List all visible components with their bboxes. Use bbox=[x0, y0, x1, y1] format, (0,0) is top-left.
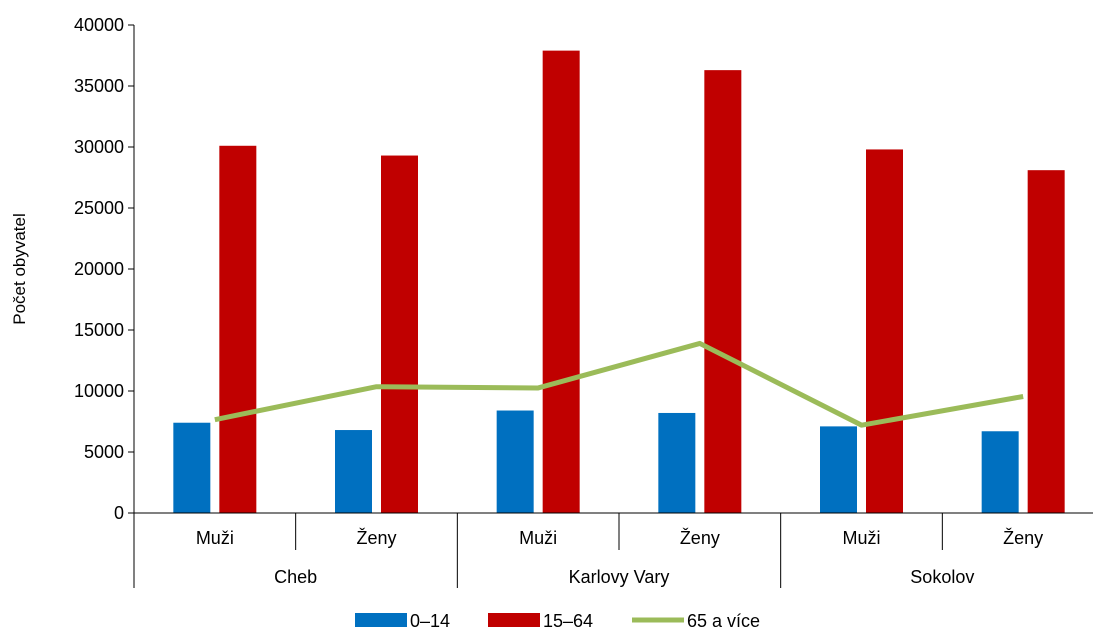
bar bbox=[981, 431, 1019, 513]
group-label: Sokolov bbox=[910, 567, 974, 587]
bar bbox=[1027, 170, 1065, 513]
line-series bbox=[214, 340, 1024, 428]
bar bbox=[658, 412, 696, 513]
bar bbox=[381, 155, 418, 514]
series-0-bars bbox=[173, 410, 1019, 513]
bar bbox=[866, 149, 903, 513]
category-label: Ženy bbox=[1003, 528, 1043, 548]
y-tick-label: 10000 bbox=[74, 381, 124, 401]
category-axis-labels: Muži Ženy Cheb Muži Ženy Karlovy Vary Muži Ženy… bbox=[196, 528, 1043, 587]
category-label: Muži bbox=[842, 528, 880, 548]
bar bbox=[173, 422, 211, 513]
line-series-path bbox=[214, 340, 1024, 428]
bar bbox=[542, 50, 580, 514]
bar bbox=[704, 70, 742, 513]
bar bbox=[496, 410, 534, 513]
y-tick-label: 30000 bbox=[74, 137, 124, 157]
y-tick-label: 25000 bbox=[74, 198, 124, 218]
group-label: Cheb bbox=[274, 567, 317, 587]
category-label: Ženy bbox=[356, 528, 396, 548]
y-tick-label: 20000 bbox=[74, 259, 124, 279]
legend-label: 0–14 bbox=[410, 611, 450, 631]
legend: 0–14 15–64 65 a více bbox=[355, 611, 760, 631]
series-1-bars bbox=[219, 50, 1065, 514]
category-label: Muži bbox=[519, 528, 557, 548]
y-axis-ticks: 0 5000 10000 15000 20000 25000 30000 35000 40000 bbox=[74, 15, 134, 523]
legend-swatch bbox=[488, 613, 540, 627]
y-tick-label: 15000 bbox=[74, 320, 124, 340]
legend-swatch bbox=[355, 613, 407, 627]
legend-label: 15–64 bbox=[543, 611, 593, 631]
y-tick-label: 0 bbox=[114, 503, 124, 523]
category-label: Muži bbox=[196, 528, 234, 548]
legend-item: 0–14 bbox=[355, 611, 450, 631]
bar bbox=[820, 426, 857, 513]
legend-label: 65 a více bbox=[687, 611, 760, 631]
bar bbox=[219, 145, 257, 513]
axes bbox=[133, 25, 1093, 588]
y-tick-label: 35000 bbox=[74, 76, 124, 96]
y-axis-title: Počet obyvatel bbox=[10, 213, 29, 325]
bar bbox=[335, 430, 372, 513]
group-label: Karlovy Vary bbox=[569, 567, 670, 587]
y-tick-label: 5000 bbox=[84, 442, 124, 462]
bar-series bbox=[173, 50, 1065, 514]
legend-item: 65 a více bbox=[632, 611, 760, 631]
y-tick-label: 40000 bbox=[74, 15, 124, 35]
category-label: Ženy bbox=[680, 528, 720, 548]
legend-item: 15–64 bbox=[488, 611, 593, 631]
